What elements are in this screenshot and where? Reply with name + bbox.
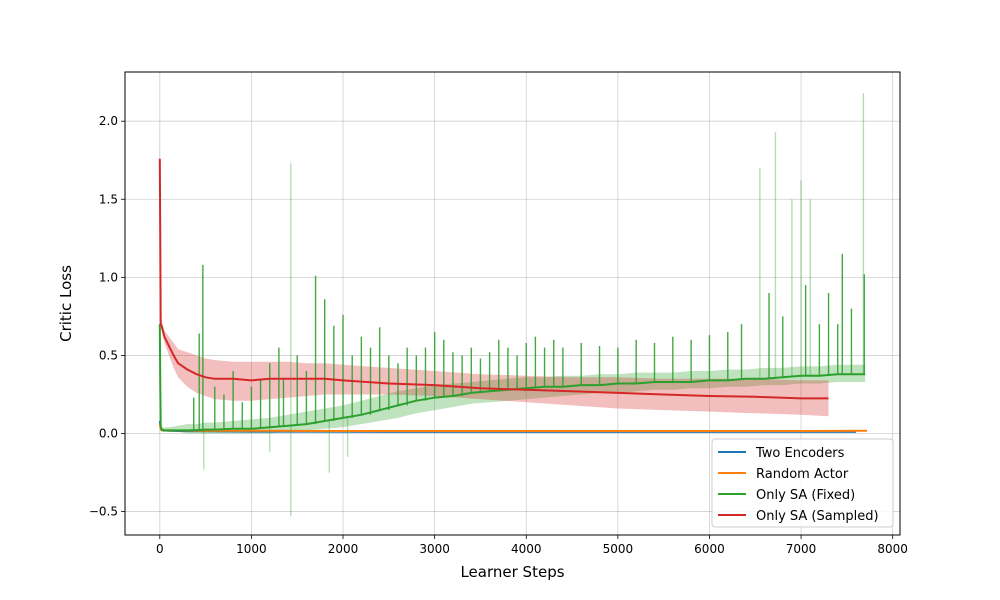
legend-box xyxy=(711,438,894,528)
y-axis-label: Critic Loss xyxy=(57,265,75,342)
x-tick-label: 4000 xyxy=(511,542,542,556)
y-tick-label: 1.5 xyxy=(99,192,118,206)
only-sa-sampled-band xyxy=(159,125,829,417)
y-tick-label: −0.5 xyxy=(89,505,118,519)
y-axis-ticks: −0.5 0.0 0.5 1.0 1.5 2.0 xyxy=(89,114,125,519)
x-axis-label: Learner Steps xyxy=(460,563,564,581)
only-sa-fixed-band xyxy=(159,324,866,434)
random-actor-legend-label: Random Actor xyxy=(756,467,849,482)
plot-area xyxy=(158,93,868,517)
series-layer xyxy=(158,93,868,517)
y-tick-label: 0.5 xyxy=(99,348,118,362)
x-tick-label: 7000 xyxy=(786,542,817,556)
x-tick-label: 0 xyxy=(156,542,164,556)
x-axis-ticks: 0 1000 2000 3000 4000 5000 6000 7000 8000 xyxy=(156,535,908,556)
x-tick-label: 2000 xyxy=(328,542,359,556)
only-sa-sampled-legend-label: Only SA (Sampled) xyxy=(756,509,879,524)
plot-frame xyxy=(124,71,901,536)
x-tick-label: 8000 xyxy=(877,542,908,556)
y-tick-label: 2.0 xyxy=(99,114,118,128)
y-tick-label: 1.0 xyxy=(99,270,118,284)
x-tick-label: 6000 xyxy=(694,542,725,556)
y-tick-label: 0.0 xyxy=(99,426,118,440)
only-sa-fixed-line xyxy=(158,324,866,432)
two-encoders-legend-label: Two Encoders xyxy=(755,446,845,461)
x-tick-label: 3000 xyxy=(419,542,450,556)
x-tick-label: 5000 xyxy=(603,542,634,556)
legend: Two Encoders Random Actor Only SA (Fixed) O… xyxy=(711,438,894,528)
only-sa-fixed-legend-label: Only SA (Fixed) xyxy=(756,488,855,503)
x-tick-label: 1000 xyxy=(236,542,267,556)
only-sa-sampled-line xyxy=(158,158,829,400)
